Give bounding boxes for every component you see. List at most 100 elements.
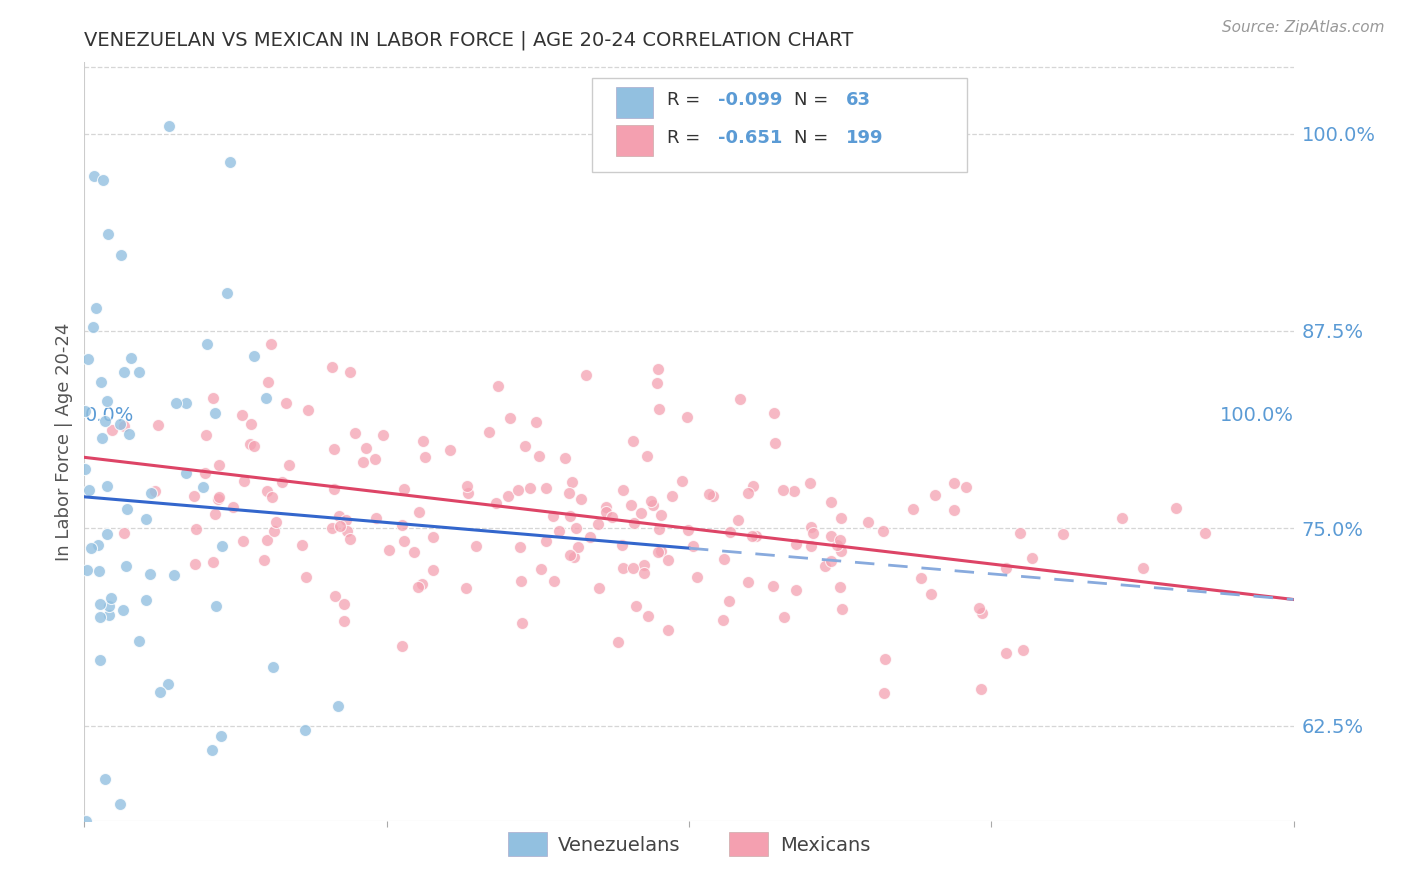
Point [115, 502, 138, 516]
Point [624, 599, 647, 613]
Text: N =: N = [794, 91, 834, 109]
Text: R =: R = [668, 91, 706, 109]
Point [825, 538, 848, 552]
Point [232, 534, 254, 549]
Point [676, 410, 699, 425]
Point [496, 489, 519, 503]
Point [456, 581, 478, 595]
Point [83, 169, 105, 183]
Point [195, 428, 218, 442]
Point [100, 591, 122, 606]
Point [143, 483, 166, 498]
Point [595, 505, 617, 519]
Point [114, 559, 136, 574]
Point [260, 337, 283, 351]
Point [186, 522, 208, 536]
Point [176, 466, 198, 480]
Point [321, 359, 343, 374]
Point [82, 320, 104, 334]
Point [565, 521, 588, 535]
Point [77, 352, 100, 367]
Point [762, 579, 785, 593]
Point [89, 598, 111, 612]
Point [621, 434, 644, 448]
Point [657, 553, 679, 567]
Text: R =: R = [668, 129, 706, 147]
Point [685, 570, 707, 584]
Point [97, 599, 120, 614]
Point [560, 549, 582, 563]
Point [554, 451, 576, 466]
Point [630, 506, 652, 520]
Text: 199: 199 [846, 129, 883, 147]
Point [439, 442, 461, 457]
Point [742, 479, 765, 493]
Point [814, 558, 837, 573]
Point [110, 248, 132, 262]
Point [194, 466, 217, 480]
Point [222, 500, 245, 515]
Point [575, 368, 598, 383]
Point [256, 533, 278, 547]
Point [215, 285, 238, 300]
Point [718, 525, 741, 540]
Point [561, 475, 583, 489]
Point [457, 486, 479, 500]
Point [239, 417, 262, 431]
Point [799, 475, 821, 490]
Point [339, 365, 361, 379]
Point [335, 513, 357, 527]
Point [87, 538, 110, 552]
Point [408, 505, 430, 519]
Point [943, 503, 966, 517]
Point [567, 541, 589, 555]
Point [378, 543, 401, 558]
Text: 0.0%: 0.0% [84, 406, 134, 425]
Point [333, 614, 356, 628]
Point [785, 537, 807, 551]
Point [647, 545, 669, 559]
Point [901, 501, 924, 516]
Point [910, 572, 932, 586]
Point [623, 516, 645, 530]
Point [404, 545, 426, 559]
Point [799, 539, 821, 553]
Point [205, 599, 228, 613]
Point [650, 543, 672, 558]
Point [128, 633, 150, 648]
Point [661, 489, 683, 503]
Point [569, 492, 592, 507]
Point [201, 742, 224, 756]
Point [1021, 551, 1043, 566]
Point [321, 521, 343, 535]
Point [785, 583, 807, 598]
Point [543, 574, 565, 588]
Text: -0.651: -0.651 [718, 129, 782, 147]
Point [456, 478, 478, 492]
Point [547, 524, 569, 538]
Point [600, 510, 623, 524]
Point [994, 561, 1017, 575]
Point [737, 486, 759, 500]
Point [201, 555, 224, 569]
Point [75, 404, 97, 418]
FancyBboxPatch shape [592, 78, 967, 172]
Bar [616, 87, 652, 118]
Point [322, 442, 344, 457]
Point [295, 570, 318, 584]
Point [208, 458, 231, 473]
Point [93, 772, 115, 786]
Point [873, 686, 896, 700]
Point [830, 544, 852, 558]
Point [509, 574, 531, 589]
Point [820, 495, 842, 509]
Point [392, 534, 415, 549]
Point [543, 508, 565, 523]
Point [208, 490, 231, 504]
Point [413, 450, 436, 465]
Point [96, 479, 118, 493]
Y-axis label: In Labor Force | Age 20-24: In Labor Force | Age 20-24 [55, 322, 73, 561]
Point [352, 454, 374, 468]
Point [207, 492, 229, 507]
Point [209, 730, 232, 744]
